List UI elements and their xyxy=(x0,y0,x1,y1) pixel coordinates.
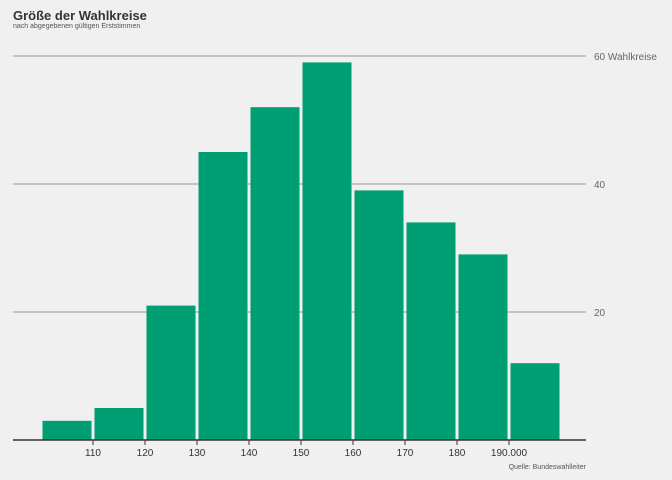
chart-subtitle: nach abgegebenen gültigen Erststimmen xyxy=(13,23,141,30)
x-tick-label: 170 xyxy=(397,448,414,459)
x-tick-label: 180 xyxy=(449,448,466,459)
histogram-bar xyxy=(406,222,456,440)
chart-source: Quelle: Bundeswahlleiter xyxy=(508,464,586,471)
y-tick-label: 20 xyxy=(594,308,606,319)
y-tick-label: 40 xyxy=(594,180,606,191)
x-tick-label: 110 xyxy=(85,448,101,459)
histogram-bar xyxy=(42,420,92,440)
histogram-bar xyxy=(458,254,508,440)
histogram-bar xyxy=(250,107,300,440)
histogram-bar xyxy=(510,363,560,440)
x-tick-label: 190.000 xyxy=(491,448,528,459)
x-tick-label: 140 xyxy=(241,448,258,459)
x-tick-label: 130 xyxy=(189,448,206,459)
x-tick-label: 120 xyxy=(137,448,154,459)
histogram-bar xyxy=(146,305,196,440)
histogram-bar xyxy=(354,190,404,440)
y-tick-label: 60 Wahlkreise xyxy=(594,52,657,63)
histogram-bar xyxy=(198,152,248,440)
histogram-bar xyxy=(94,408,144,440)
x-tick-label: 160 xyxy=(345,448,362,459)
x-tick-label: 150 xyxy=(293,448,310,459)
chart-title: Größe der Wahlkreise xyxy=(13,8,147,23)
histogram-bar xyxy=(302,62,352,441)
